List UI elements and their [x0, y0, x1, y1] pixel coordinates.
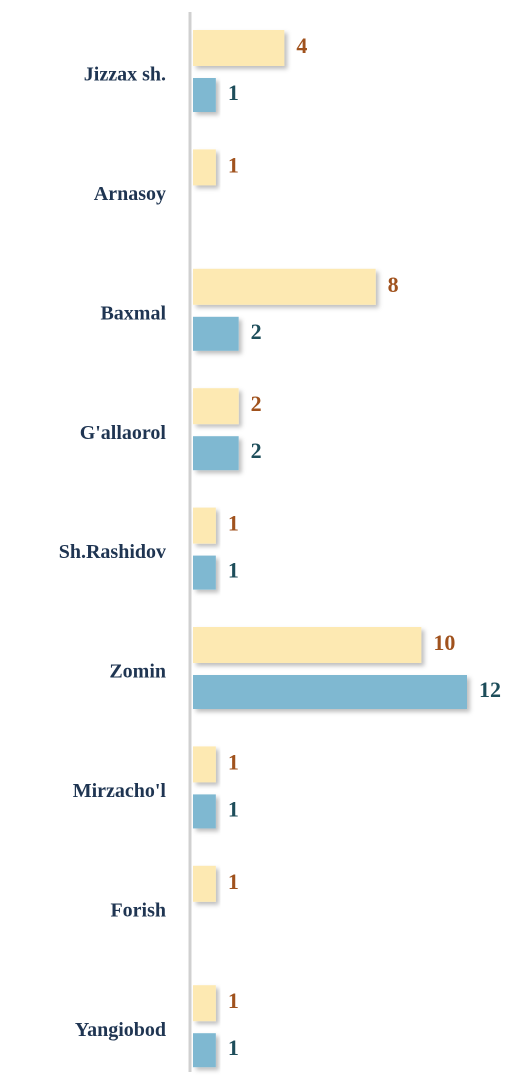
bar	[193, 78, 216, 112]
bar	[193, 149, 216, 185]
page: {"chart_data": {"type": "bar", "orientat…	[0, 0, 523, 1076]
bar	[193, 436, 239, 470]
bar	[193, 866, 216, 902]
category-label: Forish	[110, 899, 166, 921]
category-label: Jizzax sh.	[84, 64, 166, 86]
category-label: Arnasoy	[94, 183, 166, 205]
value-label: 1	[228, 988, 239, 1013]
bar	[193, 388, 239, 424]
bar	[193, 627, 421, 663]
bar	[193, 746, 216, 782]
value-label: 1	[228, 869, 239, 894]
value-label: 1	[228, 80, 239, 105]
value-label: 2	[251, 319, 262, 344]
value-label: 2	[251, 438, 262, 463]
value-label: 1	[228, 749, 239, 774]
bar	[193, 1033, 216, 1067]
category-label: Mirzacho'l	[73, 780, 167, 802]
value-label: 8	[388, 272, 399, 297]
value-label: 4	[296, 33, 307, 58]
category-label: Zomin	[109, 661, 166, 683]
value-label: 12	[479, 677, 501, 702]
bar	[193, 794, 216, 828]
bar	[193, 985, 216, 1021]
bar	[193, 508, 216, 544]
value-label: 1	[228, 1035, 239, 1060]
bar	[193, 317, 239, 351]
bar	[193, 269, 376, 305]
value-label: 1	[228, 558, 239, 583]
bar	[193, 30, 284, 66]
value-label: 1	[228, 511, 239, 536]
chart: Jizzax sh. 4 1 Arnasoy 1 Baxmal 8 2 G'allaorol 2 2…	[0, 0, 523, 1076]
value-label: 1	[228, 796, 239, 821]
bar	[193, 556, 216, 590]
bar	[193, 675, 467, 709]
category-label: Baxmal	[100, 302, 166, 324]
category-label: Sh.Rashidov	[59, 541, 166, 563]
value-label: 10	[433, 630, 455, 655]
category-label: Yangiobod	[75, 1019, 166, 1041]
category-label: G'allaorol	[80, 422, 167, 444]
value-label: 2	[251, 391, 262, 416]
value-label: 1	[228, 152, 239, 177]
